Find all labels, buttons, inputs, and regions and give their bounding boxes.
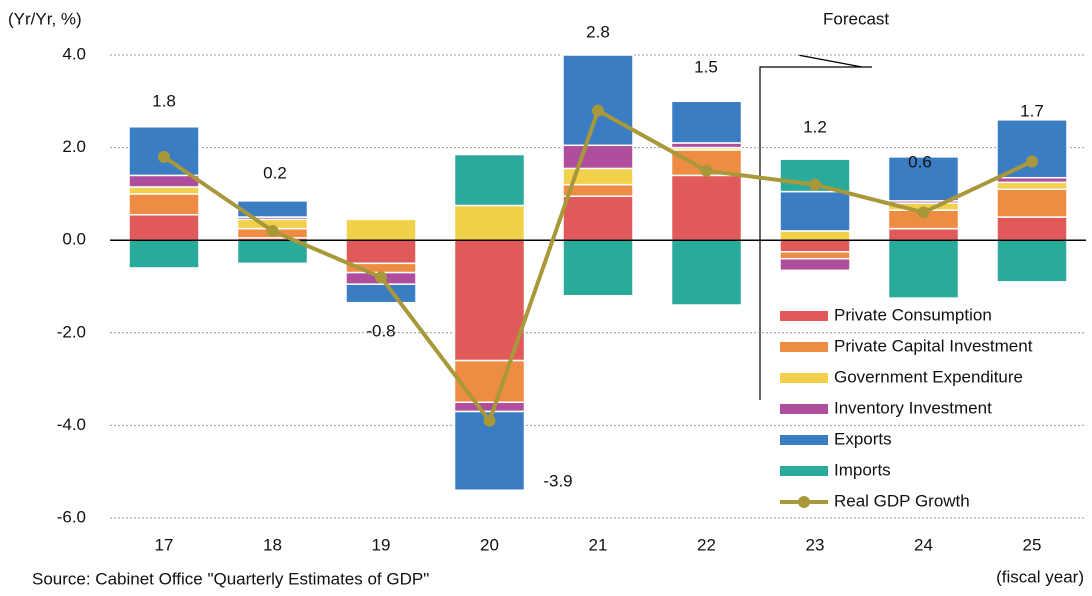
gdp-point (375, 271, 387, 284)
bar-segment (670, 239, 743, 306)
bar-segment (887, 239, 960, 299)
bar-segment (670, 174, 743, 241)
bar-segment (562, 239, 634, 297)
y-tick-label: 2.0 (62, 137, 86, 156)
legend-label: Exports (834, 429, 892, 448)
legend-label: Government Expenditure (834, 367, 1023, 386)
bar-segment (453, 153, 526, 207)
data-label: 1.7 (1020, 101, 1044, 120)
x-tick-label: 23 (806, 535, 825, 554)
gdp-point (700, 164, 713, 177)
legend-swatch (780, 466, 828, 476)
legend-marker (798, 496, 810, 508)
bar-segment (670, 100, 743, 144)
bar-segment (453, 359, 526, 403)
y-tick-label: 4.0 (62, 44, 86, 63)
x-tick-label: 20 (480, 535, 499, 554)
data-label: -3.9 (543, 471, 572, 490)
bar-segment (779, 239, 851, 253)
bar-segment (128, 239, 200, 269)
legend-swatch (780, 373, 828, 383)
bar-segment (887, 227, 960, 241)
data-label: 0.6 (908, 152, 932, 171)
bar-segment (779, 257, 851, 272)
bar-segment (453, 239, 526, 362)
bar-segment (128, 174, 200, 188)
gdp-point (592, 104, 604, 117)
gdp-point (158, 150, 170, 163)
forecast-bracket (759, 66, 872, 400)
gdp-point (809, 178, 821, 191)
data-label: 1.5 (694, 57, 718, 76)
legend-label: Private Capital Investment (834, 336, 1033, 355)
data-label: -0.8 (366, 321, 395, 340)
bar-segment (779, 251, 851, 260)
bar-segment (345, 218, 417, 241)
gdp-point (917, 206, 930, 219)
x-tick-label: 22 (697, 535, 716, 554)
legend-swatch (780, 404, 828, 414)
legend-swatch (780, 342, 828, 352)
data-label: 1.2 (803, 117, 827, 136)
bar-segment (345, 283, 417, 304)
bar-segment (996, 119, 1068, 179)
legend-label: Imports (834, 460, 891, 479)
bar-segment (128, 186, 200, 195)
bar-segment (779, 190, 851, 232)
legend-label: Inventory Investment (834, 398, 992, 417)
y-tick-label: -4.0 (57, 415, 86, 434)
bar-segment (996, 239, 1068, 283)
bar-segment (236, 239, 309, 265)
bar-segment (996, 181, 1068, 191)
source: Source: Cabinet Office "Quarterly Estima… (32, 569, 429, 588)
forecast-pointer (797, 54, 863, 68)
y-tick-label: -2.0 (57, 322, 86, 341)
bar-segment (345, 239, 417, 265)
bar-segment (779, 230, 851, 241)
bar-segment (562, 54, 634, 147)
bar-segment (996, 188, 1068, 218)
annotation: Forecast (823, 9, 889, 28)
data-label: 2.8 (586, 22, 610, 41)
bar-segment (562, 195, 634, 241)
bar-segment (996, 216, 1068, 241)
x-tick-label: 17 (155, 535, 174, 554)
bar-segment (128, 213, 200, 241)
x-tick-label: 24 (914, 535, 933, 554)
y-tick-label: -6.0 (57, 507, 86, 526)
legend-swatch (780, 435, 828, 445)
data-label: 1.8 (152, 91, 176, 110)
data-label: 0.2 (263, 163, 287, 182)
legend-label: Real GDP Growth (834, 491, 970, 510)
bar-segment (887, 156, 960, 202)
y-axis-label: (Yr/Yr, %) (8, 9, 82, 28)
gdp-point (266, 224, 279, 237)
bar-segment (562, 144, 634, 170)
x-tick-label: 18 (263, 535, 282, 554)
gdp-point (483, 414, 496, 427)
legend-label: Private Consumption (834, 305, 992, 324)
legend-swatch (780, 311, 828, 321)
x-tick-label: 19 (372, 535, 391, 554)
y-tick-label: 0.0 (62, 230, 86, 249)
x-tick-label: 25 (1023, 535, 1042, 554)
bar-segment (453, 401, 526, 413)
gdp-point (1026, 155, 1038, 168)
x-tick-label: 21 (589, 535, 608, 554)
x-axis-label: (fiscal year) (996, 567, 1084, 586)
bar-segment (128, 193, 200, 216)
bar-segment (453, 204, 526, 241)
